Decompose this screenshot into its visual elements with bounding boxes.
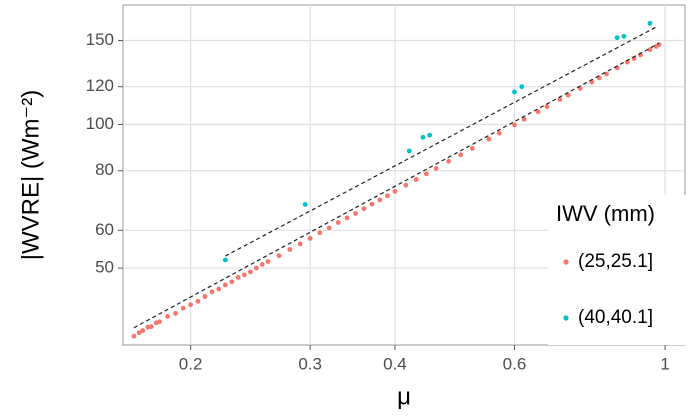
y-tick-label: 60 — [95, 220, 114, 239]
x-tick-label: 1 — [660, 354, 669, 373]
point — [317, 230, 323, 236]
point — [361, 206, 367, 212]
point — [486, 136, 492, 142]
point — [209, 289, 215, 295]
point — [458, 152, 464, 158]
point — [157, 319, 162, 325]
point — [248, 269, 253, 275]
x-tick-label: 0.3 — [298, 354, 322, 373]
y-tick-label: 120 — [86, 76, 114, 95]
point — [222, 257, 228, 263]
point — [519, 84, 525, 90]
point — [335, 220, 341, 225]
point — [557, 97, 563, 102]
point — [420, 134, 426, 140]
point — [254, 265, 259, 271]
point — [496, 130, 502, 136]
point — [413, 177, 419, 182]
point — [521, 116, 527, 122]
x-tick-label: 0.6 — [503, 354, 527, 373]
point — [229, 279, 235, 285]
point — [216, 286, 222, 292]
point — [259, 262, 265, 267]
point — [195, 298, 201, 304]
point — [565, 92, 571, 98]
y-tick-label: 150 — [86, 30, 114, 49]
x-tick-label: 0.4 — [383, 354, 407, 373]
point — [148, 324, 154, 330]
point — [188, 302, 194, 308]
point — [535, 109, 541, 115]
y-axis-label: |WVRE| (Wm⁻²) — [17, 90, 44, 260]
point — [512, 122, 517, 128]
y-tick-label: 100 — [86, 114, 114, 133]
point — [307, 236, 313, 241]
point — [173, 310, 178, 316]
point — [131, 333, 137, 339]
point — [353, 211, 358, 216]
point — [276, 253, 282, 259]
point — [433, 166, 439, 171]
point — [403, 182, 409, 188]
point — [265, 259, 271, 264]
legend-marker — [563, 315, 569, 321]
point — [423, 171, 429, 177]
y-tick-label: 50 — [95, 258, 114, 277]
point — [241, 272, 247, 278]
point — [647, 47, 653, 53]
point — [624, 59, 630, 65]
point — [222, 282, 228, 288]
point — [140, 328, 146, 333]
point — [235, 275, 241, 280]
point — [614, 35, 620, 41]
point — [136, 330, 142, 336]
point — [427, 132, 433, 138]
fit-line — [225, 26, 657, 257]
point — [469, 145, 475, 151]
point — [202, 294, 208, 299]
point — [377, 197, 383, 203]
point — [180, 305, 186, 311]
point — [621, 33, 627, 39]
x-tick-label: 0.2 — [179, 354, 203, 373]
legend-background — [548, 195, 700, 345]
point — [647, 20, 653, 26]
point — [392, 189, 398, 194]
point — [344, 215, 350, 221]
point — [297, 241, 303, 247]
point — [326, 225, 332, 231]
legend-label: (40,40.1] — [578, 307, 653, 328]
point — [287, 247, 293, 252]
point — [165, 314, 171, 319]
y-tick-label: 80 — [95, 160, 114, 179]
point — [446, 158, 452, 164]
point — [385, 193, 390, 199]
legend-label: (25,25.1] — [578, 251, 653, 272]
point — [302, 201, 308, 207]
point — [544, 104, 550, 110]
fit-line — [133, 42, 660, 329]
legend-marker — [563, 259, 569, 265]
point — [512, 89, 517, 95]
point — [369, 201, 375, 207]
x-axis-label: μ — [397, 383, 411, 410]
point — [406, 148, 412, 154]
legend-title: IWV (mm) — [556, 201, 655, 226]
